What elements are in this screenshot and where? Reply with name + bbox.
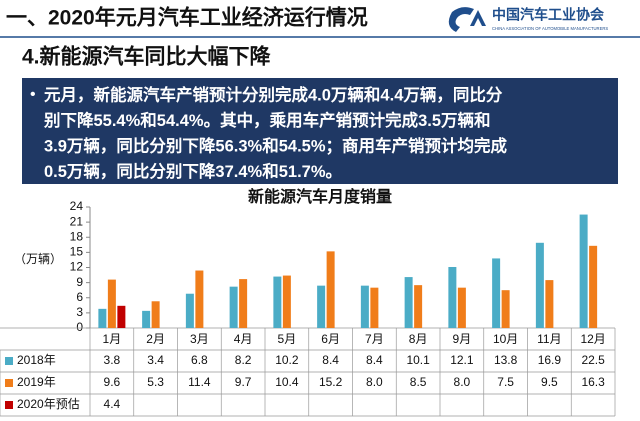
bar <box>282 275 291 328</box>
logo: 中国汽车工业协会 CHINA ASSOCIATION OF AUTOMOBILE… <box>448 7 608 32</box>
table-cell: 10.2 <box>275 353 299 367</box>
bar <box>273 276 282 328</box>
bar <box>98 308 107 328</box>
table-cell: 8.5 <box>410 375 427 389</box>
table-cell: 9.5 <box>541 375 558 389</box>
x-tick-label: 10月 <box>493 332 518 346</box>
y-tick-label: 12 <box>70 260 84 274</box>
x-tick-label: 6月 <box>321 332 340 346</box>
table-cell: 10.1 <box>406 353 430 367</box>
table-cell: 4.4 <box>104 397 121 411</box>
bar <box>448 266 457 328</box>
x-tick-label: 11月 <box>537 332 561 346</box>
bar <box>545 280 554 328</box>
legend-swatch <box>5 401 13 409</box>
bar <box>370 287 379 328</box>
y-tick-label: 15 <box>70 245 84 259</box>
bullet-line: 0.5万辆，同比分别下降37.4%和51.7%。 <box>44 161 342 181</box>
text-box <box>22 78 618 184</box>
table-cell: 8.0 <box>366 375 383 389</box>
slide-title: 一、2020年元月汽车工业经济运行情况 <box>6 6 368 30</box>
bar <box>229 286 238 328</box>
x-tick-label: 5月 <box>278 332 297 346</box>
bar <box>326 251 335 328</box>
bar <box>589 245 598 328</box>
table-cell: 16.3 <box>581 375 605 389</box>
table-cell: 10.4 <box>275 375 299 389</box>
y-tick-label: 0 <box>76 320 83 334</box>
bar <box>239 279 248 328</box>
logo-text: 中国汽车工业协会 <box>492 7 605 23</box>
table-cell: 13.8 <box>494 353 518 367</box>
bar <box>107 279 116 328</box>
table-cell: 3.8 <box>104 353 121 367</box>
y-axis-label: （万辆） <box>14 252 62 266</box>
bar <box>117 305 126 328</box>
bar <box>151 301 160 328</box>
y-tick-label: 21 <box>70 214 84 228</box>
bar <box>404 277 413 328</box>
table-cell: 9.7 <box>235 375 252 389</box>
x-tick-label: 12月 <box>580 332 605 346</box>
table-cell: 12.1 <box>450 353 474 367</box>
x-tick-label: 8月 <box>409 332 428 346</box>
legend-swatch <box>5 357 13 365</box>
x-tick-label: 7月 <box>365 332 384 346</box>
table-cell: 8.0 <box>454 375 471 389</box>
bullet-line: 元月，新能源汽车产销预计分别完成4.0万辆和4.4万辆，同比分 <box>44 84 503 104</box>
legend-label: 2020年预估 <box>17 397 80 411</box>
bullet-line: 别下降55.4%和54.4%。其中，乘用车产销预计完成3.5万辆和 <box>43 110 491 130</box>
section-title: 4.新能源汽车同比大幅下降 <box>22 45 272 69</box>
bar <box>535 242 544 328</box>
bar <box>501 290 510 328</box>
legend-label: 2019年 <box>17 375 56 389</box>
table-cell: 15.2 <box>319 375 343 389</box>
bar <box>579 214 588 328</box>
x-tick-label: 4月 <box>234 332 253 346</box>
table-cell: 11.4 <box>188 375 211 389</box>
bar <box>142 310 151 328</box>
bar <box>195 270 204 328</box>
y-tick-label: 24 <box>70 199 84 213</box>
bullet-text: 元月，新能源汽车产销预计分别完成4.0万辆和4.4万辆，同比分别下降55.4%和… <box>43 84 508 181</box>
logo-subtext: CHINA ASSOCIATION OF AUTOMOBILE MANUFACT… <box>492 26 608 31</box>
x-tick-label: 2月 <box>146 332 165 346</box>
table-cell: 6.8 <box>191 353 208 367</box>
logo-icon <box>448 7 474 32</box>
table-cell: 8.2 <box>235 353 252 367</box>
bar <box>360 285 369 328</box>
bar <box>457 287 466 328</box>
table-cell: 5.3 <box>147 375 164 389</box>
x-tick-label: 1月 <box>103 332 122 346</box>
bullet-line: 3.9万辆，同比分别下降56.3%和54.5%；商用车产销预计均完成 <box>44 135 508 155</box>
legend-label: 2018年 <box>17 353 56 367</box>
table-cell: 22.5 <box>581 353 605 367</box>
y-tick-label: 9 <box>76 275 83 289</box>
logo-icon <box>470 10 486 26</box>
table-cell: 8.4 <box>366 353 383 367</box>
x-tick-label: 3月 <box>190 332 209 346</box>
chart-title: 新能源汽车月度销量 <box>248 187 392 206</box>
table-cell: 8.4 <box>322 353 339 367</box>
bullet: • <box>30 86 36 103</box>
legend-swatch <box>5 379 13 387</box>
bar <box>317 285 326 328</box>
table-cell: 3.4 <box>147 353 164 367</box>
y-tick-label: 18 <box>70 229 84 243</box>
table-cell: 9.6 <box>104 375 121 389</box>
bar <box>414 285 423 328</box>
x-tick-label: 9月 <box>453 332 472 346</box>
y-tick-label: 6 <box>76 290 83 304</box>
table-cell: 7.5 <box>497 375 514 389</box>
bar <box>492 258 501 328</box>
bar <box>185 293 194 328</box>
y-tick-label: 3 <box>76 305 83 319</box>
table-cell: 16.9 <box>538 353 562 367</box>
